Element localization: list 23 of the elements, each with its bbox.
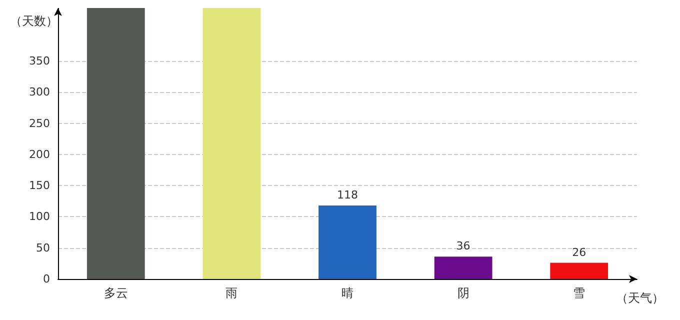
data-label: 36 bbox=[456, 240, 470, 253]
y-axis-title: （天数） bbox=[10, 14, 58, 28]
bar bbox=[550, 262, 608, 279]
y-tick-label: 150 bbox=[29, 179, 50, 192]
bar bbox=[318, 205, 376, 279]
y-tick-label: 350 bbox=[29, 54, 50, 68]
y-tick-label: 300 bbox=[29, 86, 50, 99]
y-tick-label: 200 bbox=[29, 148, 50, 161]
data-label: 26 bbox=[572, 246, 586, 259]
x-tick-label: 雪 bbox=[573, 286, 586, 300]
bar bbox=[202, 8, 261, 279]
y-tick-label: 100 bbox=[29, 210, 50, 224]
data-label: 118 bbox=[337, 188, 358, 202]
bar bbox=[86, 8, 145, 279]
y-tick-label: 0 bbox=[43, 272, 50, 286]
x-tick-label: 雨 bbox=[226, 286, 238, 300]
x-axis-title: （天气） bbox=[616, 291, 664, 305]
x-tick-label: 晴 bbox=[342, 286, 354, 300]
y-tick-label: 50 bbox=[36, 241, 50, 254]
y-tick-label: 250 bbox=[29, 116, 50, 130]
bar bbox=[434, 256, 492, 279]
x-tick-label: 阴 bbox=[457, 286, 470, 300]
x-tick-label: 多云 bbox=[104, 286, 128, 300]
